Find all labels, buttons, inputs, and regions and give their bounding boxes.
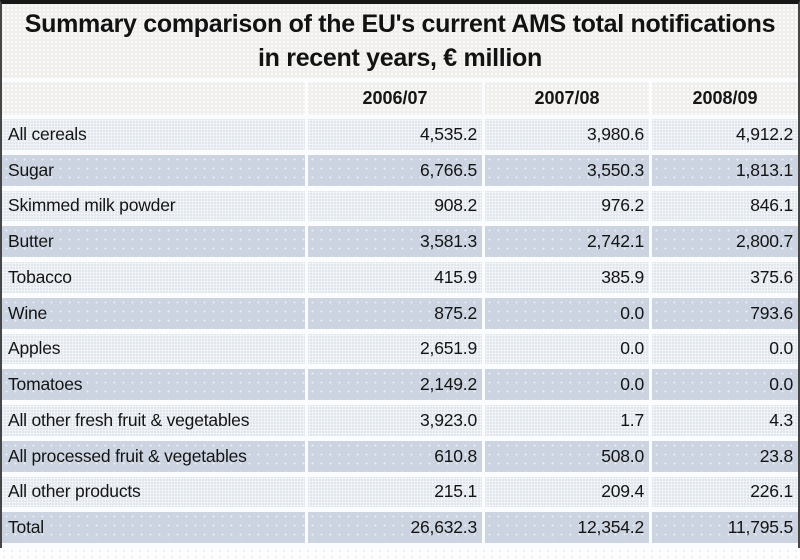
value-cell: 12,354.2 — [485, 512, 652, 543]
value-cell: 875.2 — [308, 297, 485, 329]
column-header-2007-08: 2007/08 — [485, 82, 652, 115]
value-cell: 1.7 — [485, 405, 652, 436]
value-cell: 226.1 — [652, 476, 798, 508]
value-cell: 908.2 — [308, 190, 485, 222]
row-label: All cereals — [2, 119, 308, 150]
table-row-all-cereals: All cereals 4,535.2 3,980.6 4,912.2 — [2, 119, 798, 155]
value-cell: 415.9 — [308, 262, 485, 293]
value-cell: 385.9 — [485, 262, 652, 293]
value-cell: 4,535.2 — [308, 119, 485, 150]
value-cell: 4,912.2 — [652, 119, 798, 150]
figure-title: Summary comparison of the EU's current A… — [2, 4, 798, 82]
table-row-tomatoes: Tomatoes 2,149.2 0.0 0.0 — [2, 369, 798, 405]
table-row-butter: Butter 3,581.3 2,742.1 2,800.7 — [2, 226, 798, 262]
row-label: Tomatoes — [2, 369, 308, 400]
table-row-tobacco: Tobacco 415.9 385.9 375.6 — [2, 262, 798, 298]
table-row-wine: Wine 875.2 0.0 793.6 — [2, 297, 798, 334]
value-cell: 0.0 — [652, 333, 798, 365]
table-row-all-other-products: All other products 215.1 209.4 226.1 — [2, 476, 798, 513]
value-cell: 11,795.5 — [652, 512, 798, 543]
value-cell: 610.8 — [308, 440, 485, 472]
row-label: All other fresh fruit & vegetables — [2, 405, 308, 436]
value-cell: 846.1 — [652, 190, 798, 222]
header-spacer — [2, 82, 308, 115]
value-cell: 2,800.7 — [652, 226, 798, 257]
row-label: Apples — [2, 333, 308, 365]
value-cell: 793.6 — [652, 297, 798, 329]
figure-title-line-2: in recent years, € million — [258, 44, 542, 72]
row-label: All other products — [2, 476, 308, 508]
row-label: Skimmed milk powder — [2, 190, 308, 222]
value-cell: 6,766.5 — [308, 154, 485, 186]
row-label: Tobacco — [2, 262, 308, 293]
table-row-all-other-fresh-fruit-vegetables: All other fresh fruit & vegetables 3,923… — [2, 405, 798, 441]
table-row-skimmed-milk-powder: Skimmed milk powder 908.2 976.2 846.1 — [2, 190, 798, 227]
row-label: All processed fruit & vegetables — [2, 440, 308, 472]
value-cell: 209.4 — [485, 476, 652, 508]
value-cell: 976.2 — [485, 190, 652, 222]
value-cell: 3,923.0 — [308, 405, 485, 436]
summary-table-figure: Summary comparison of the EU's current A… — [0, 0, 800, 548]
table-row-apples: Apples 2,651.9 0.0 0.0 — [2, 333, 798, 370]
row-label: Total — [2, 512, 308, 543]
bottom-background-strip — [0, 548, 800, 560]
value-cell: 0.0 — [485, 297, 652, 329]
value-cell: 3,550.3 — [485, 154, 652, 186]
table-header-row: 2006/07 2007/08 2008/09 — [2, 82, 798, 119]
value-cell: 2,742.1 — [485, 226, 652, 257]
value-cell: 0.0 — [485, 333, 652, 365]
table-row-sugar: Sugar 6,766.5 3,550.3 1,813.1 — [2, 154, 798, 191]
table-row-all-processed-fruit-vegetables: All processed fruit & vegetables 610.8 5… — [2, 440, 798, 477]
value-cell: 4.3 — [652, 405, 798, 436]
column-header-2008-09: 2008/09 — [692, 88, 758, 108]
value-cell: 508.0 — [485, 440, 652, 472]
value-cell: 0.0 — [652, 369, 798, 400]
value-cell: 2,149.2 — [308, 369, 485, 400]
value-cell: 0.0 — [485, 369, 652, 400]
row-label: Butter — [2, 226, 308, 257]
row-label: Sugar — [2, 154, 308, 186]
value-cell: 1,813.1 — [652, 154, 798, 186]
value-cell: 2,651.9 — [308, 333, 485, 365]
value-cell: 3,980.6 — [485, 119, 652, 150]
figure-title-line-1: Summary comparison of the EU's current A… — [24, 10, 776, 38]
value-cell: 375.6 — [652, 262, 798, 293]
value-cell: 215.1 — [308, 476, 485, 508]
value-cell: 26,632.3 — [308, 512, 485, 543]
table-row-total: Total 26,632.3 12,354.2 11,795.5 — [2, 512, 798, 548]
value-cell: 23.8 — [652, 440, 798, 472]
value-cell: 3,581.3 — [308, 226, 485, 257]
row-label: Wine — [2, 297, 308, 329]
column-header-2006-07: 2006/07 — [308, 82, 485, 115]
